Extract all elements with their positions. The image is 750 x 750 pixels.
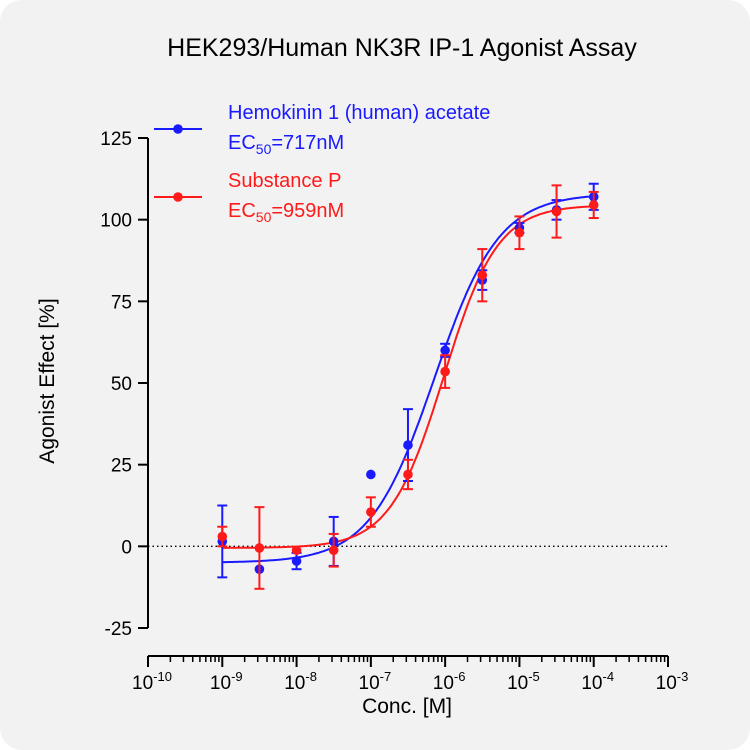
legend-ec50-0: EC50=717nM bbox=[228, 132, 344, 157]
y-tick-label: 50 bbox=[111, 374, 132, 395]
x-tick-label: 10-7 bbox=[359, 669, 392, 694]
data-point bbox=[291, 545, 302, 556]
y-tick-label: -25 bbox=[105, 619, 132, 640]
x-tick-label: 10-8 bbox=[284, 669, 317, 694]
y-tick-label: 75 bbox=[111, 292, 132, 313]
data-point bbox=[440, 366, 450, 377]
data-point bbox=[588, 200, 599, 210]
legend-label-1: Substance P bbox=[228, 170, 341, 192]
data-point bbox=[217, 531, 228, 542]
fit-curves bbox=[222, 195, 594, 564]
legend-ec50-1: EC50=959nM bbox=[228, 200, 344, 225]
y-tick-label: 125 bbox=[100, 129, 132, 150]
legend-label-0: Hemokinin 1 (human) acetate bbox=[228, 102, 490, 124]
data-points bbox=[217, 182, 599, 590]
x-tick-label: 10-3 bbox=[656, 669, 689, 694]
data-point bbox=[403, 469, 413, 480]
y-tick-label: 100 bbox=[100, 211, 132, 232]
y-tick-label: 0 bbox=[121, 537, 132, 558]
legend: Hemokinin 1 (human) acetate EC50=717nM Sub… bbox=[154, 102, 490, 225]
data-point bbox=[440, 345, 450, 356]
axes: -25 0 25 50 75 100 125 10-10 10-9 10-8 10-7 10-6 10-… bbox=[100, 129, 688, 694]
data-point bbox=[366, 507, 376, 517]
x-tick-label: 10-5 bbox=[507, 669, 540, 694]
x-axis-title: Conc. [M] bbox=[362, 695, 452, 718]
legend-marker-1 bbox=[173, 192, 183, 202]
fit-curve-1 bbox=[222, 205, 594, 549]
y-axis-title: Agonist Effect [%] bbox=[36, 298, 59, 463]
data-point bbox=[254, 543, 265, 553]
legend-marker-0 bbox=[173, 124, 183, 134]
x-tick-label: 10-4 bbox=[581, 669, 614, 694]
data-point bbox=[366, 469, 376, 480]
x-tick-label: 10-10 bbox=[132, 669, 172, 694]
data-point bbox=[477, 270, 488, 281]
data-point bbox=[403, 440, 413, 450]
data-point bbox=[328, 545, 339, 556]
chart-title: HEK293/Human NK3R IP-1 Agonist Assay bbox=[167, 34, 637, 62]
y-tick-label: 25 bbox=[111, 456, 132, 477]
x-tick-label: 10-9 bbox=[210, 669, 243, 694]
data-point bbox=[291, 556, 302, 566]
data-point bbox=[514, 227, 525, 238]
data-point bbox=[551, 206, 562, 217]
x-tick-label: 10-6 bbox=[433, 669, 466, 694]
fit-curve-0 bbox=[222, 195, 594, 564]
